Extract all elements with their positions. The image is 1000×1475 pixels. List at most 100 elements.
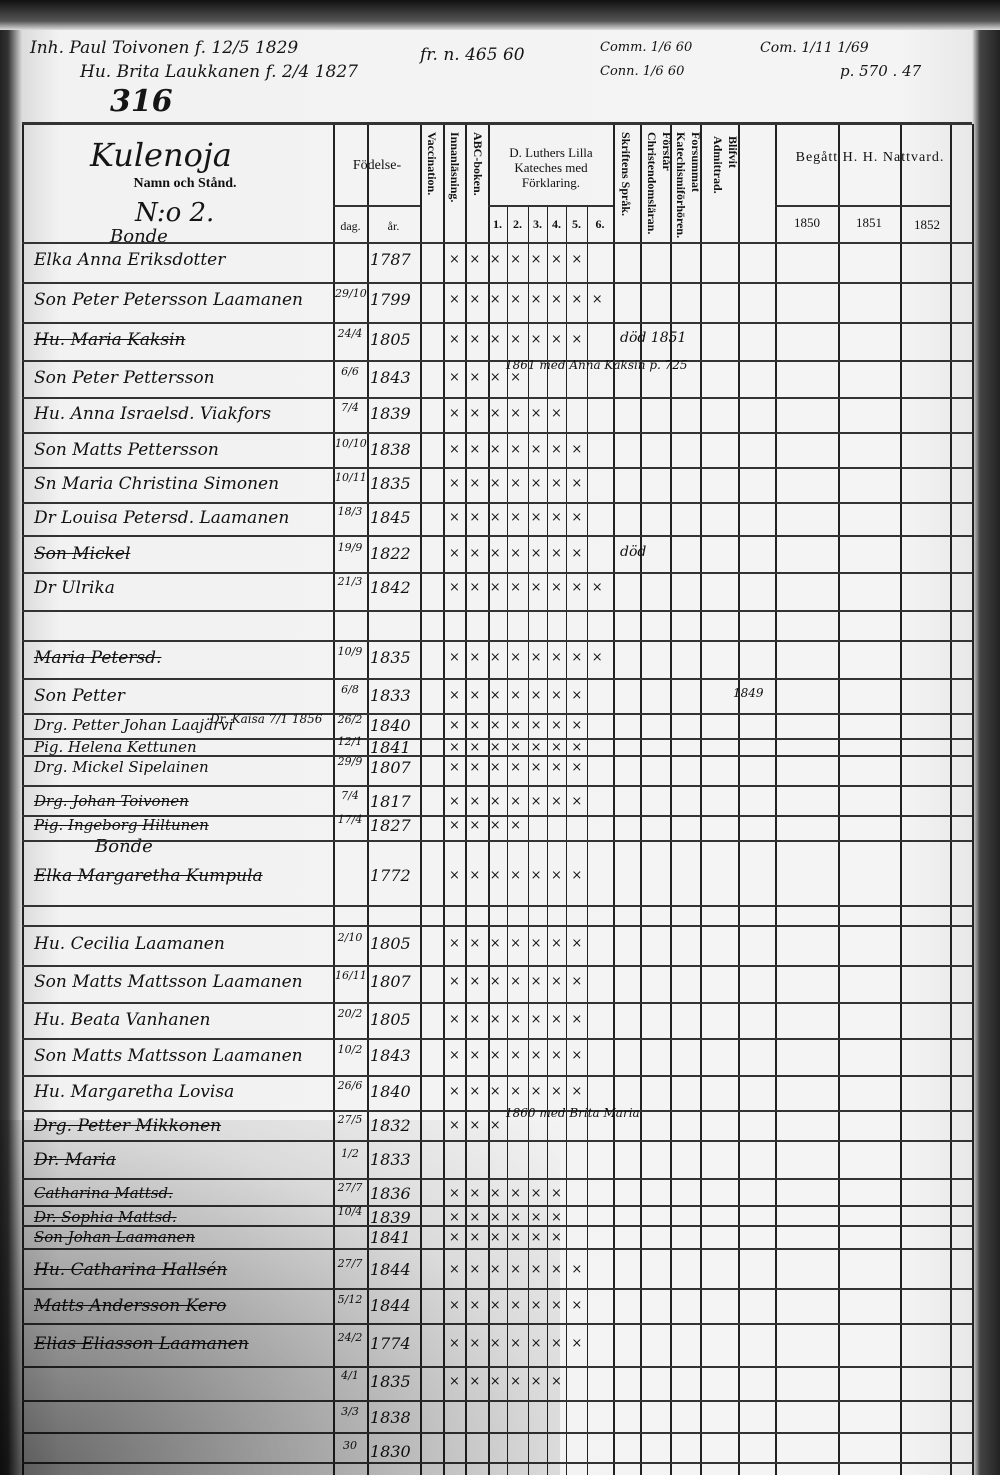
column-rule bbox=[700, 124, 702, 1475]
column-rule bbox=[22, 124, 24, 1475]
birth-year: 1839 bbox=[370, 1208, 411, 1227]
catechism-part-5: 5. bbox=[572, 217, 581, 231]
column-rule bbox=[333, 124, 335, 1475]
year-1851: 1851 bbox=[856, 215, 882, 230]
birth-year: 1840 bbox=[370, 716, 411, 735]
birth-year: 1845 bbox=[370, 508, 411, 527]
row-note: Dr. Kaisa 7/1 1856 bbox=[210, 712, 323, 726]
row-rule bbox=[22, 965, 972, 967]
row-note: 1860 med Brita Maria bbox=[505, 1106, 640, 1120]
birth-day: 27/7 bbox=[337, 1181, 363, 1194]
section-label: Bonde bbox=[110, 226, 168, 247]
annotation-comm2: Conn. 1/6 60 bbox=[600, 64, 685, 79]
exam-marks: ××××××× bbox=[449, 936, 592, 951]
birth-year: 1844 bbox=[370, 1260, 411, 1279]
exam-marks: ××××××× bbox=[449, 868, 592, 883]
row-rule bbox=[22, 840, 972, 842]
birth-day: 26/2 bbox=[337, 713, 363, 726]
person-name: Son Matts Mattsson Laamanen bbox=[34, 1046, 303, 1066]
catechism-part-3: 3. bbox=[533, 217, 542, 231]
birth-day: 24/4 bbox=[337, 327, 363, 340]
exam-marks: ×××××××× bbox=[449, 650, 613, 665]
column-rule bbox=[488, 124, 490, 1475]
birth-year: 1805 bbox=[370, 1010, 411, 1029]
birth-year: 1833 bbox=[370, 686, 411, 705]
house-number: N:o 2. bbox=[135, 198, 215, 228]
birth-year: 1830 bbox=[370, 1442, 411, 1461]
exam-marks: ××××××× bbox=[449, 794, 592, 809]
birth-day: 10/11 bbox=[335, 471, 367, 484]
birth-year: 1817 bbox=[370, 792, 411, 811]
birth-year: 1835 bbox=[370, 1372, 411, 1391]
row-rule bbox=[22, 432, 972, 434]
exam-marks: ×××××× bbox=[449, 1230, 572, 1245]
column-rule bbox=[443, 124, 445, 1475]
birth-header: Födelse- bbox=[352, 158, 402, 173]
birth-day: 2/10 bbox=[337, 931, 363, 944]
header-rule bbox=[488, 205, 613, 207]
annotation-householder: Inh. Paul Toivonen f. 12/5 1829 bbox=[30, 38, 299, 58]
birth-day: 21/3 bbox=[337, 575, 363, 588]
exam-marks: ××××××× bbox=[449, 1048, 592, 1063]
row-rule bbox=[22, 1038, 972, 1040]
birth-year: 1807 bbox=[370, 758, 411, 777]
exam-marks: ××××××× bbox=[449, 974, 592, 989]
birth-day: 19/9 bbox=[337, 541, 363, 554]
person-name: Drg. Johan Toivonen bbox=[34, 792, 189, 810]
person-name: Dr. Sophia Mattsd. bbox=[34, 1208, 177, 1226]
person-name: Son Peter Pettersson bbox=[34, 368, 215, 388]
row-note: död bbox=[620, 544, 647, 560]
row-rule bbox=[22, 535, 972, 537]
birth-year: 1841 bbox=[370, 738, 411, 757]
exam-marks: ××××××× bbox=[449, 252, 592, 267]
exam-marks: ××××××× bbox=[449, 1298, 592, 1313]
row-rule bbox=[22, 905, 972, 907]
header-top-rule bbox=[22, 122, 972, 125]
year-1852: 1852 bbox=[914, 217, 940, 232]
exam-marks: ××××××× bbox=[449, 740, 592, 755]
column-rule bbox=[838, 124, 840, 1475]
birth-day: 6/8 bbox=[341, 683, 359, 696]
birth-year: 1842 bbox=[370, 578, 411, 597]
person-name: Matts Andersson Kero bbox=[34, 1296, 227, 1316]
exam-marks: ×××××××× bbox=[449, 292, 613, 307]
birth-year: 1841 bbox=[370, 1228, 411, 1247]
row-rule bbox=[22, 397, 972, 399]
row-rule bbox=[22, 713, 972, 715]
birth-day: 7/4 bbox=[341, 789, 359, 802]
annotation-number: 316 bbox=[110, 84, 173, 119]
person-name: Drg. Petter Mikkonen bbox=[34, 1116, 222, 1136]
annotation-comm1: Comm. 1/6 60 bbox=[600, 40, 693, 55]
row-rule bbox=[22, 1110, 972, 1112]
row-rule bbox=[22, 1366, 972, 1368]
row-rule bbox=[22, 640, 972, 642]
column-rule bbox=[640, 124, 642, 1475]
header-rule bbox=[333, 205, 420, 207]
birth-day: 7/4 bbox=[341, 401, 359, 414]
annotation-comm3: Com. 1/11 1/69 bbox=[760, 40, 869, 56]
annotation-wife: Hu. Brita Laukkanen f. 2/4 1827 bbox=[80, 62, 359, 82]
catechism-part-2: 2. bbox=[513, 217, 522, 231]
column-rule bbox=[775, 124, 777, 1475]
birth-year: 1838 bbox=[370, 1408, 411, 1427]
exam-marks: ××××××× bbox=[449, 442, 592, 457]
birth-year: 1807 bbox=[370, 972, 411, 991]
birth-day: 6/6 bbox=[341, 365, 359, 378]
exam-marks: ×××××××× bbox=[449, 580, 613, 595]
birth-day: 10/2 bbox=[337, 1043, 363, 1056]
exam-marks: ××××××× bbox=[449, 718, 592, 733]
row-rule bbox=[22, 1288, 972, 1290]
exam-marks: ××××××× bbox=[449, 546, 592, 561]
birth-day: 27/7 bbox=[337, 1257, 363, 1270]
person-name: Pig. Helena Kettunen bbox=[34, 738, 197, 756]
person-name: Elka Margaretha Kumpula bbox=[34, 866, 263, 886]
row-note: död 1851 bbox=[620, 330, 687, 346]
row-note: 1849 bbox=[733, 686, 764, 700]
row-rule bbox=[22, 1462, 972, 1464]
person-name: Hu. Catharina Hallsén bbox=[34, 1260, 228, 1280]
birth-year: 1832 bbox=[370, 1116, 411, 1135]
scripture-header: Skriftens Språk. bbox=[619, 132, 633, 217]
birth-year: 1835 bbox=[370, 648, 411, 667]
birth-year: 1774 bbox=[370, 1334, 411, 1353]
person-name: Son Johan Laamanen bbox=[34, 1228, 196, 1246]
